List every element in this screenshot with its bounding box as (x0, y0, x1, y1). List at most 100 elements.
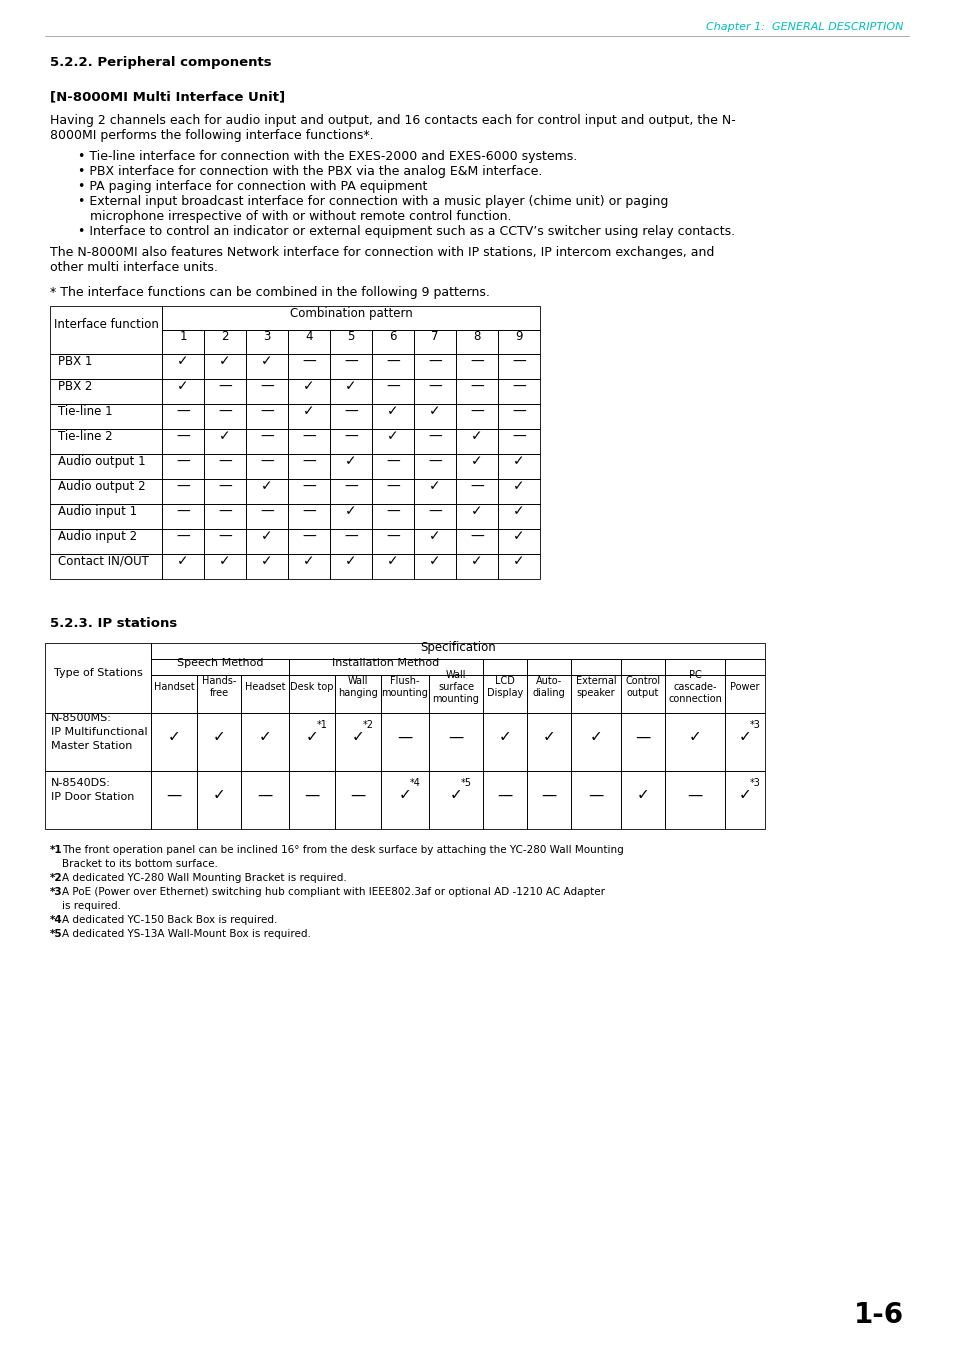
Bar (162, 554, 204, 580)
Text: —: — (588, 788, 603, 802)
Bar (330, 454, 372, 480)
Bar (429, 676, 482, 713)
Bar (414, 554, 456, 580)
Bar (330, 354, 372, 380)
Text: —: — (218, 504, 232, 519)
Bar (288, 454, 330, 480)
Bar (526, 676, 571, 713)
Text: Handset: Handset (153, 682, 194, 692)
Bar (288, 504, 330, 530)
Bar (372, 454, 414, 480)
Text: Having 2 channels each for audio input and output, and 16 contacts each for cont: Having 2 channels each for audio input a… (50, 113, 735, 127)
Text: —: — (176, 480, 190, 493)
Bar (372, 504, 414, 530)
Text: *3: *3 (50, 888, 63, 897)
Bar (497, 480, 539, 504)
Text: —: — (176, 430, 190, 443)
Bar (620, 676, 664, 713)
Bar (497, 530, 539, 554)
Text: ✓: ✓ (213, 730, 225, 744)
Bar (246, 504, 288, 530)
Bar (664, 676, 724, 713)
Bar (482, 659, 526, 676)
Text: —: — (540, 788, 556, 802)
Bar (497, 404, 539, 430)
Text: ✓: ✓ (387, 554, 398, 569)
Bar (372, 404, 414, 430)
Bar (162, 530, 204, 554)
Text: —: — (302, 430, 315, 443)
Bar (330, 380, 372, 404)
Bar (289, 659, 482, 676)
Text: —: — (470, 480, 483, 493)
Text: ✓: ✓ (305, 730, 318, 744)
Bar (204, 480, 246, 504)
Bar (330, 480, 372, 504)
Text: ✓: ✓ (513, 480, 524, 493)
Text: —: — (635, 730, 650, 744)
Bar (50, 404, 162, 430)
Bar (526, 659, 571, 676)
Text: ✓: ✓ (345, 554, 356, 569)
Text: Hands-
free: Hands- free (202, 676, 236, 698)
Bar (724, 713, 764, 771)
Text: —: — (344, 430, 357, 443)
Text: ✓: ✓ (261, 354, 273, 369)
Bar (571, 713, 620, 771)
Text: —: — (687, 788, 702, 802)
Text: Audio output 2: Audio output 2 (58, 480, 146, 493)
Text: —: — (260, 404, 274, 419)
Text: ✓: ✓ (177, 554, 189, 569)
Text: —: — (386, 530, 399, 543)
Bar (414, 330, 456, 354)
Bar (456, 554, 497, 580)
Text: —: — (428, 380, 441, 393)
Bar (456, 530, 497, 554)
Bar (456, 480, 497, 504)
Bar (372, 554, 414, 580)
Bar (497, 504, 539, 530)
Bar (204, 380, 246, 404)
Bar (330, 430, 372, 454)
Text: Speech Method: Speech Method (176, 658, 263, 667)
Bar (196, 771, 241, 830)
Bar (482, 771, 526, 830)
Text: —: — (344, 404, 357, 419)
Text: • Interface to control an indicator or external equipment such as a CCTV’s switc: • Interface to control an indicator or e… (78, 226, 735, 238)
Bar (497, 430, 539, 454)
Bar (380, 713, 429, 771)
Bar (246, 380, 288, 404)
Text: Tie-line 2: Tie-line 2 (58, 430, 112, 443)
Text: —: — (428, 454, 441, 469)
Bar (456, 504, 497, 530)
Bar (664, 771, 724, 830)
Bar (151, 676, 196, 713)
Text: Headset: Headset (245, 682, 285, 692)
Bar (620, 659, 664, 676)
Bar (429, 713, 482, 771)
Text: —: — (512, 354, 525, 369)
Text: 8: 8 (473, 331, 480, 343)
Text: ✓: ✓ (387, 430, 398, 443)
Text: 5.2.2. Peripheral components: 5.2.2. Peripheral components (50, 55, 272, 69)
Text: —: — (497, 788, 512, 802)
Bar (335, 676, 380, 713)
Bar (414, 380, 456, 404)
Bar (571, 676, 620, 713)
Text: Control
output: Control output (625, 676, 659, 698)
Bar (497, 554, 539, 580)
Text: ✓: ✓ (471, 454, 482, 469)
Text: —: — (428, 354, 441, 369)
Text: Bracket to its bottom surface.: Bracket to its bottom surface. (62, 859, 217, 869)
Bar (330, 404, 372, 430)
Bar (456, 430, 497, 454)
Text: Tie-line 1: Tie-line 1 (58, 405, 112, 417)
Text: ✓: ✓ (738, 788, 751, 802)
Bar (724, 771, 764, 830)
Text: —: — (176, 504, 190, 519)
Text: *1: *1 (316, 720, 328, 730)
Bar (330, 530, 372, 554)
Text: 4: 4 (305, 331, 313, 343)
Bar (330, 504, 372, 530)
Bar (456, 354, 497, 380)
